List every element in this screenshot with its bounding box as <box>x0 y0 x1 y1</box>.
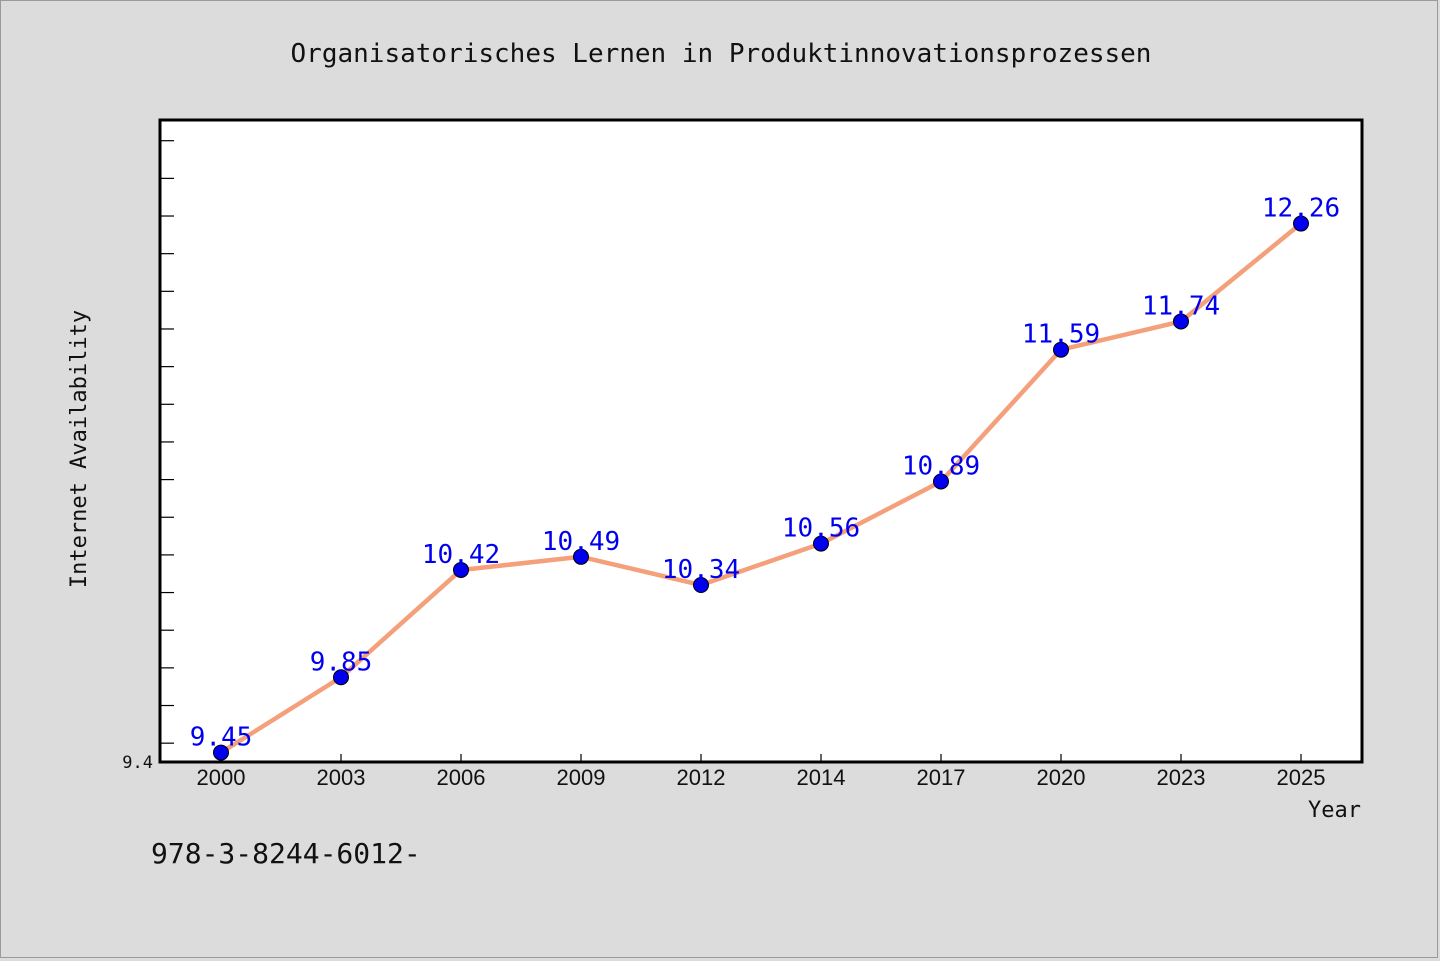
data-point <box>1293 215 1309 232</box>
x-tick-label: 2020 <box>1037 765 1086 790</box>
x-tick-label: 2017 <box>917 765 966 790</box>
x-tick-label: 2006 <box>437 765 486 790</box>
y-axis-ticks <box>160 140 174 744</box>
data-point <box>1053 341 1069 358</box>
plot-area <box>158 118 1364 764</box>
data-label: 10.49 <box>542 527 620 557</box>
data-label: 11.59 <box>1022 320 1100 350</box>
data-markers <box>213 215 1309 761</box>
data-point <box>573 548 589 565</box>
x-axis-label: Year <box>1308 798 1361 823</box>
chart-title: Organisatorisches Lernen in Produktinnov… <box>291 39 1152 69</box>
footer-text: 978-3-8244-6012- <box>151 837 421 870</box>
data-label: 10.89 <box>902 451 980 481</box>
data-point <box>933 473 949 490</box>
data-point <box>453 561 469 578</box>
data-label: 11.74 <box>1142 291 1220 321</box>
y-axis-tick-labels: 9.4 <box>122 753 153 773</box>
data-point <box>693 577 709 594</box>
data-label: 10.42 <box>422 540 500 570</box>
x-axis-tick-labels: 2000 2003 2006 2009 2012 2014 2017 2020 2023 2025 <box>197 765 1326 790</box>
x-tick-label: 2012 <box>677 765 726 790</box>
x-tick-label: 2009 <box>557 765 606 790</box>
data-label: 9.85 <box>310 647 373 677</box>
x-tick-label: 2023 <box>1157 765 1206 790</box>
data-point <box>333 669 349 686</box>
y-tick-label: 9.4 <box>122 753 153 773</box>
y-axis-label: Internet Availability <box>67 310 92 588</box>
data-point <box>813 535 829 552</box>
data-label: 10.56 <box>782 514 860 544</box>
data-label: 9.45 <box>190 723 253 753</box>
data-point <box>1173 313 1189 330</box>
x-tick-label: 2003 <box>317 765 366 790</box>
data-label: 10.34 <box>662 555 740 585</box>
x-tick-label: 2014 <box>797 765 846 790</box>
series-line <box>218 221 1304 755</box>
data-label: 12.26 <box>1262 194 1340 224</box>
data-labels: 9.45 9.85 10.42 10.49 10.34 10.56 10.89 11.59 11… <box>190 194 1340 753</box>
data-point <box>213 744 229 761</box>
x-tick-label: 2000 <box>197 765 246 790</box>
x-tick-label: 2025 <box>1277 765 1326 790</box>
